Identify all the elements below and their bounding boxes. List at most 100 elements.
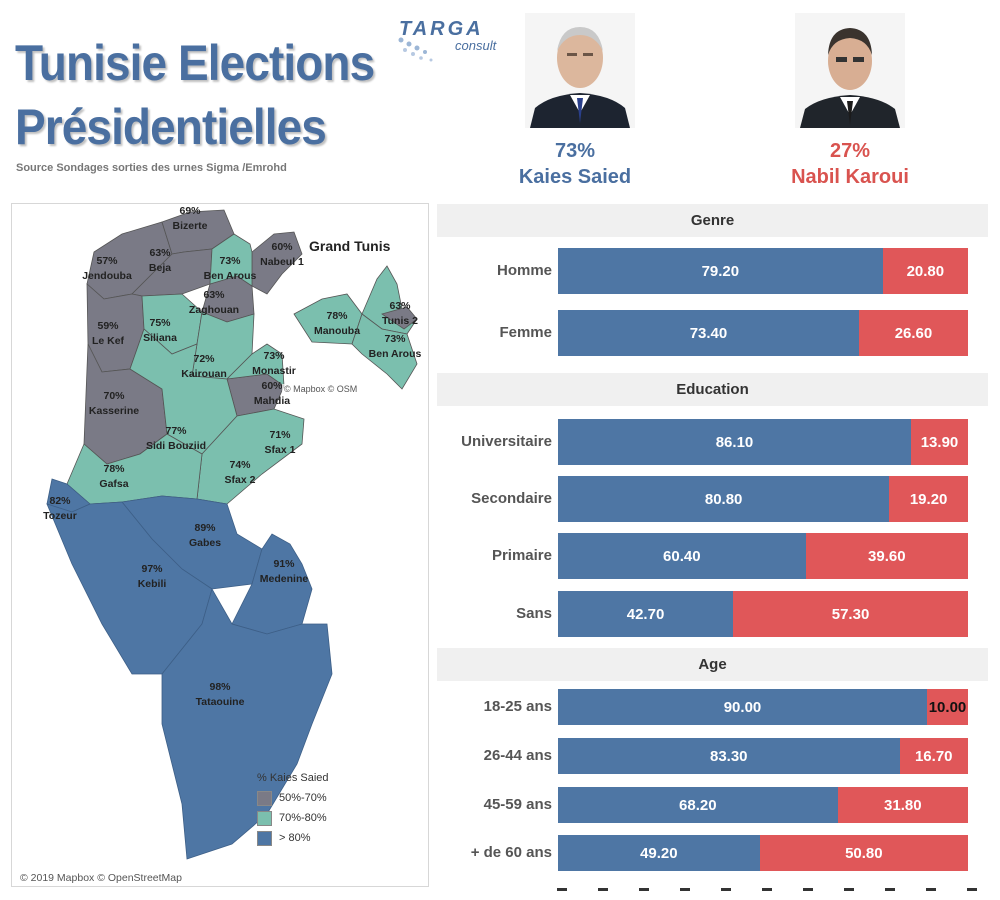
map-label-ben-arous[interactable]: 73% Ben Arous xyxy=(204,255,257,282)
region-percent: 98% xyxy=(209,681,231,693)
map-label-zaghouan[interactable]: 63% Zaghouan xyxy=(189,289,239,316)
map-label-medenine[interactable]: 91% Medenine xyxy=(260,558,309,585)
map-label-gafsa[interactable]: 78% Gafsa xyxy=(99,463,128,490)
map-label-kasserine[interactable]: 70% Kasserine xyxy=(89,390,139,417)
region-name: Manouba xyxy=(314,325,360,337)
region-shape-ben-arous xyxy=(209,233,253,287)
x-tick xyxy=(844,888,854,891)
region-name: Beja xyxy=(149,262,171,274)
section-header-genre: Genre xyxy=(437,204,988,237)
bar-segment-kaies-saied[interactable]: 90.00 xyxy=(558,689,927,725)
map-label-tataouine[interactable]: 98% Tataouine xyxy=(196,681,245,708)
bar-segment-nabil-karoui[interactable]: 19.20 xyxy=(889,476,968,522)
person-portrait-icon xyxy=(795,13,905,128)
category-label-sans: Sans xyxy=(516,605,552,622)
map-label-kebili[interactable]: 97% Kebili xyxy=(138,563,167,590)
region-name: Gabes xyxy=(189,537,221,549)
region-name: Gafsa xyxy=(99,478,128,490)
inset-label-tunis-2[interactable]: 63% Tunis 2 xyxy=(382,300,418,327)
region-shape-sidi-bouzid xyxy=(129,328,238,455)
region-percent: 63% xyxy=(149,247,171,259)
x-tick xyxy=(721,888,731,891)
map-attribution[interactable]: © 2019 Mapbox © OpenStreetMap xyxy=(20,872,182,884)
bar-primaire[interactable]: 60.40 39.60 xyxy=(558,533,968,579)
bar-segment-nabil-karoui[interactable]: 13.90 xyxy=(911,419,968,465)
region-name: Tunis 2 xyxy=(382,315,418,327)
category-label-plus-de-60-ans: + de 60 ans xyxy=(470,844,552,861)
bar-26-44-ans[interactable]: 83.30 16.70 xyxy=(558,738,968,774)
inset-attribution[interactable]: © Mapbox © OSM xyxy=(282,384,360,394)
bar-segment-kaies-saied[interactable]: 49.20 xyxy=(558,835,760,871)
map-label-jendouba[interactable]: 57% Jendouba xyxy=(82,255,132,282)
region-percent: 78% xyxy=(326,310,348,322)
category-label-universitaire: Universitaire xyxy=(461,433,552,450)
bar-segment-nabil-karoui[interactable]: 57.30 xyxy=(733,591,968,637)
bar-segment-kaies-saied[interactable]: 73.40 xyxy=(558,310,859,356)
map-label-sidi-bouziid[interactable]: 77% Sidi Bouziid xyxy=(146,425,206,452)
bar-segment-kaies-saied[interactable]: 60.40 xyxy=(558,533,806,579)
bar-18-25-ans[interactable]: 90.00 10.00 xyxy=(558,689,968,725)
region-percent: 60% xyxy=(261,380,283,392)
candidate-1-name: Kaies Saied xyxy=(518,166,632,188)
bar-sans[interactable]: 42.70 57.30 xyxy=(558,591,968,637)
bar-segment-nabil-karoui[interactable]: 20.80 xyxy=(882,248,968,294)
map-label-bizerte[interactable]: 69% Bizerte xyxy=(172,205,207,232)
bar-segment-kaies-saied[interactable]: 42.70 xyxy=(558,591,734,637)
bar-segment-nabil-karoui[interactable]: 31.80 xyxy=(837,787,968,823)
bar-segment-nabil-karoui[interactable]: 39.60 xyxy=(805,533,968,579)
category-label-homme: Homme xyxy=(496,262,552,279)
category-label-secondaire: Secondaire xyxy=(471,490,552,507)
bar-universitaire[interactable]: 86.10 13.90 xyxy=(558,419,968,465)
tunisia-map[interactable]: 69% Bizerte 57% Jendouba 63% Beja 73% Ben Arous… xyxy=(11,203,429,887)
map-label-kairouan[interactable]: 72% Kairouan xyxy=(181,353,227,380)
region-percent: 97% xyxy=(141,563,163,575)
bar-segment-nabil-karoui[interactable]: 50.80 xyxy=(759,835,968,871)
map-label-mahdia[interactable]: 60% Mahdia xyxy=(254,380,290,407)
legend-item: > 80% xyxy=(257,828,329,848)
legend-title: % Kaies Saied xyxy=(257,772,329,784)
inset-label-ben-arous[interactable]: 73% Ben Arous xyxy=(369,333,422,360)
region-percent: 57% xyxy=(96,255,118,267)
bar-femme[interactable]: 73.40 26.60 xyxy=(558,310,968,356)
map-label-siliana[interactable]: 75% Siliana xyxy=(143,317,177,344)
map-label-tozeur[interactable]: 82% Tozeur xyxy=(43,495,77,522)
bar-segment-kaies-saied[interactable]: 86.10 xyxy=(558,419,911,465)
tunisia-map-svg: 69% Bizerte 57% Jendouba 63% Beja 73% Ben Arous… xyxy=(43,205,422,860)
region-name: Bizerte xyxy=(172,220,207,232)
stacked-bar-charts: Genre Homme 79.20 20.80 Femme 73.40 26.60 Educa… xyxy=(437,0,988,900)
x-tick xyxy=(926,888,936,891)
source-note: Source Sondages sorties des urnes Sigma … xyxy=(16,162,287,174)
region-percent: 69% xyxy=(179,205,201,217)
bar-segment-kaies-saied[interactable]: 83.30 xyxy=(558,738,900,774)
bar-segment-nabil-karoui[interactable]: 10.00 xyxy=(927,689,968,725)
map-label-sfax-1[interactable]: 71% Sfax 1 xyxy=(265,429,296,456)
bar-45-59-ans[interactable]: 68.20 31.80 xyxy=(558,787,968,823)
map-label-gabes[interactable]: 89% Gabes xyxy=(189,522,221,549)
map-label-nabeul-1[interactable]: 60% Nabeul 1 xyxy=(260,241,304,268)
category-label-primaire: Primaire xyxy=(491,547,552,564)
x-tick xyxy=(967,888,977,891)
inset-ben-arous xyxy=(351,313,418,390)
region-percent: 71% xyxy=(269,429,291,441)
section-header-education: Education xyxy=(437,373,988,406)
bar-segment-nabil-karoui[interactable]: 26.60 xyxy=(858,310,968,356)
map-label-beja[interactable]: 63% Beja xyxy=(149,247,171,274)
region-name: Tataouine xyxy=(196,696,245,708)
region-name: Ben Arous xyxy=(369,348,422,360)
map-label-le-kef[interactable]: 59% Le Kef xyxy=(92,320,125,347)
bar-segment-kaies-saied[interactable]: 80.80 xyxy=(558,476,890,522)
inset-label-manouba[interactable]: 78% Manouba xyxy=(314,310,360,337)
region-name: Medenine xyxy=(260,573,309,585)
map-label-sfax-2[interactable]: 74% Sfax 2 xyxy=(225,459,256,486)
region-name: Ben Arous xyxy=(204,270,257,282)
bar-secondaire[interactable]: 80.80 19.20 xyxy=(558,476,968,522)
bar-segment-nabil-karoui[interactable]: 16.70 xyxy=(899,738,968,774)
bar-plus-de-60-ans[interactable]: 49.20 50.80 xyxy=(558,835,968,871)
targa-logo: TARGA consult xyxy=(395,14,515,64)
region-name: Kasserine xyxy=(89,405,139,417)
map-label-monastir[interactable]: 73% Monastir xyxy=(252,350,296,377)
bar-homme[interactable]: 79.20 20.80 xyxy=(558,248,968,294)
region-percent: 82% xyxy=(49,495,71,507)
bar-segment-kaies-saied[interactable]: 79.20 xyxy=(558,248,883,294)
bar-segment-kaies-saied[interactable]: 68.20 xyxy=(558,787,838,823)
